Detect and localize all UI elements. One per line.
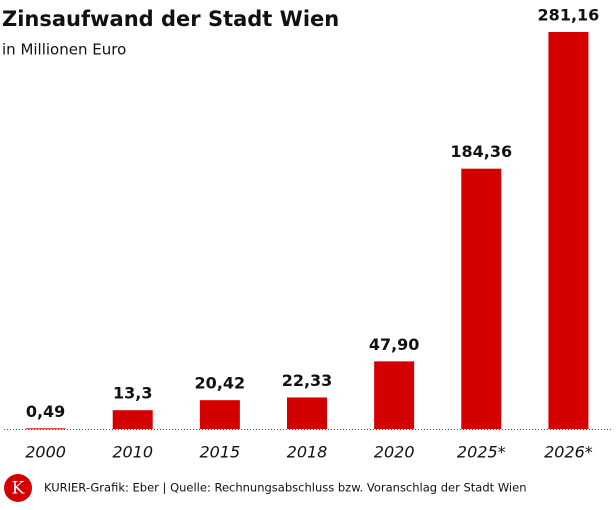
value-label: 0,49: [26, 402, 65, 421]
value-label: 20,42: [195, 374, 246, 393]
chart-subtitle: in Millionen Euro: [2, 41, 126, 59]
source: KURIER-Grafik: Eber | Quelle: Rechnungsa…: [44, 481, 527, 495]
x-tick-label: 2010: [112, 443, 153, 462]
value-label: 13,3: [113, 384, 152, 403]
x-tick-label: 2015: [199, 443, 240, 462]
x-tick-label: 2000: [25, 443, 66, 462]
bar: [199, 400, 240, 429]
bar: [461, 168, 502, 429]
bar: [287, 397, 327, 429]
bar: [25, 428, 66, 430]
value-label: 281,16: [538, 6, 600, 25]
x-tick-label: 2026*: [544, 443, 593, 462]
bar: [374, 361, 415, 429]
value-label: 47,90: [369, 335, 420, 354]
x-tick-label: 2025*: [457, 443, 506, 462]
x-tick-label: 2020: [374, 443, 415, 462]
bar: [548, 32, 589, 429]
logo-circle: [4, 474, 32, 502]
x-tick-label: 2018: [287, 443, 328, 462]
bar: [112, 410, 153, 429]
logo: K: [12, 479, 25, 499]
value-label: 184,36: [450, 142, 512, 161]
chart-title: Zinsaufwand der Stadt Wien: [2, 7, 339, 31]
value-label: 22,33: [282, 371, 333, 390]
